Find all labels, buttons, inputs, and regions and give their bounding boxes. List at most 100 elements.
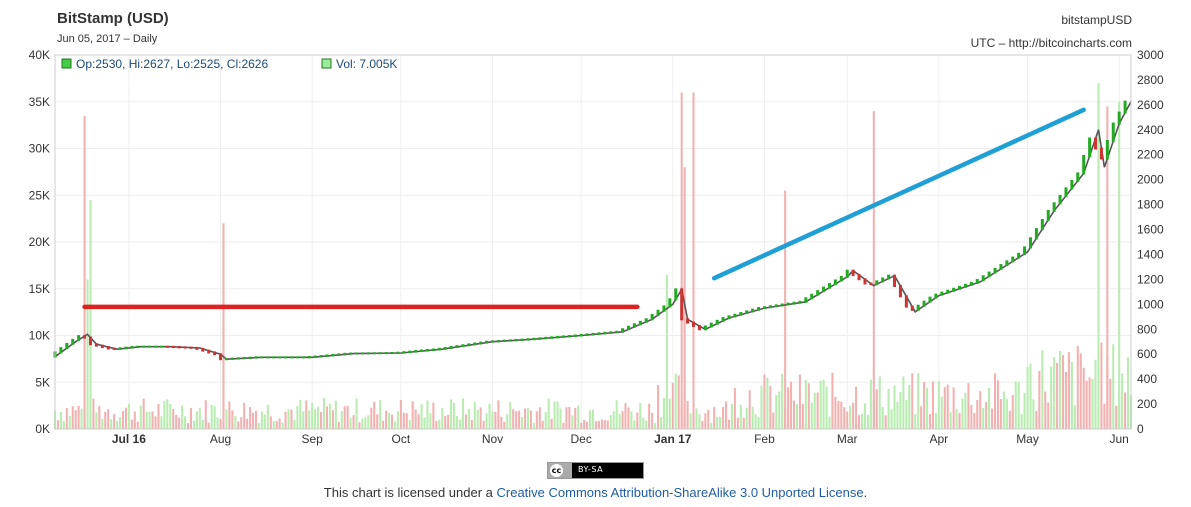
price-candle bbox=[550, 336, 554, 339]
volume-bar bbox=[881, 407, 884, 429]
volume-bar bbox=[192, 420, 195, 429]
price-candle bbox=[479, 341, 483, 345]
license-link[interactable]: Creative Commons Attribution-ShareAlike … bbox=[496, 485, 864, 500]
volume-bar bbox=[130, 419, 133, 429]
volume-bar bbox=[438, 419, 441, 429]
volume-bar bbox=[976, 400, 979, 429]
volume-bar bbox=[429, 413, 432, 429]
volume-legend-text: Vol: 7.005K bbox=[336, 57, 397, 71]
volume-bar bbox=[77, 405, 80, 429]
volume-bar bbox=[787, 387, 790, 429]
price-candle bbox=[963, 283, 967, 288]
chart-subtitle: Jun 05, 2017 – Daily bbox=[57, 33, 158, 45]
volume-bar bbox=[488, 403, 491, 429]
cc-license-badge[interactable]: cc BY-SA bbox=[547, 462, 644, 479]
volume-bar bbox=[618, 413, 621, 429]
left-tick-label: 0K bbox=[35, 422, 50, 436]
price-candle bbox=[804, 297, 808, 303]
price-candle bbox=[467, 343, 471, 347]
price-candle bbox=[207, 349, 211, 354]
price-candle bbox=[916, 304, 920, 311]
price-candle bbox=[59, 347, 63, 354]
volume-bar bbox=[473, 401, 476, 429]
volume-bar bbox=[219, 418, 222, 429]
price-volume-chart: 0K 5K 10K 15K 20K 25K 30K 35K 40K 0 200 400 600 800 10… bbox=[29, 48, 1164, 446]
volume-bar bbox=[840, 401, 843, 429]
volume-bar bbox=[571, 415, 574, 429]
volume-bar bbox=[908, 384, 911, 429]
x-tick-label: Dec bbox=[571, 432, 592, 446]
volume-bar bbox=[562, 422, 565, 429]
volume-bar bbox=[645, 420, 648, 429]
volume-bar bbox=[506, 414, 509, 429]
volume-bar bbox=[748, 390, 751, 429]
volume-bar bbox=[482, 420, 485, 429]
price-candle bbox=[449, 346, 453, 349]
price-candle bbox=[254, 356, 258, 359]
volume-bar bbox=[281, 422, 284, 429]
price-candle bbox=[124, 346, 128, 350]
volume-bar bbox=[334, 400, 337, 429]
volume-bar bbox=[630, 411, 633, 429]
volume-bar bbox=[1041, 350, 1044, 429]
volume-bar bbox=[113, 414, 116, 429]
volume-bar bbox=[686, 400, 689, 429]
volume-bar bbox=[819, 380, 822, 429]
volume-bar bbox=[461, 398, 464, 429]
right-tick-label: 200 bbox=[1137, 397, 1157, 411]
volume-bar bbox=[124, 407, 127, 429]
right-tick-label: 1400 bbox=[1137, 247, 1164, 261]
volume-bar bbox=[243, 402, 246, 429]
symbol-label: bitstampUSD bbox=[1061, 13, 1132, 27]
chart-legend: Op:2530, Hi:2627, Lo:2525, Cl:2626 Vol: … bbox=[61, 57, 397, 71]
price-candle bbox=[668, 298, 672, 308]
volume-bar bbox=[512, 409, 515, 429]
x-tick-label: Jan 17 bbox=[654, 432, 692, 446]
volume-bar bbox=[1091, 378, 1094, 429]
volume-bar bbox=[574, 407, 577, 429]
volume-bar bbox=[606, 420, 609, 429]
volume-bar bbox=[1079, 353, 1082, 429]
volume-bar bbox=[544, 412, 547, 429]
volume-bar bbox=[843, 407, 846, 429]
price-candle bbox=[514, 338, 518, 342]
price-candle bbox=[680, 288, 684, 321]
volume-spike-bar bbox=[665, 274, 668, 429]
volume-bar bbox=[373, 401, 376, 429]
volume-spike-bar bbox=[83, 115, 86, 430]
volume-bar bbox=[1061, 355, 1065, 429]
volume-bar bbox=[988, 388, 991, 429]
volume-bar bbox=[195, 411, 198, 429]
volume-bar bbox=[163, 401, 166, 429]
volume-bar bbox=[302, 411, 305, 429]
volume-bar bbox=[925, 387, 929, 429]
volume-bar bbox=[1011, 394, 1014, 429]
volume-bar bbox=[450, 399, 453, 429]
volume-bar bbox=[828, 416, 831, 429]
price-candle bbox=[863, 278, 867, 285]
volume-bar bbox=[982, 407, 985, 429]
volume-bar bbox=[1050, 366, 1053, 429]
price-candle bbox=[934, 293, 938, 299]
volume-bar bbox=[834, 396, 837, 429]
price-candle bbox=[71, 338, 75, 345]
volume-bar bbox=[521, 416, 524, 429]
volume-spike-bar bbox=[1106, 106, 1109, 430]
volume-bar bbox=[1044, 391, 1047, 429]
volume-bar bbox=[931, 381, 934, 429]
volume-bar bbox=[890, 409, 893, 429]
volume-bar bbox=[204, 400, 207, 429]
volume-bar bbox=[911, 373, 914, 429]
volume-bar bbox=[798, 374, 801, 429]
volume-bar bbox=[943, 387, 946, 429]
volume-bar bbox=[1067, 352, 1070, 429]
volume-bar bbox=[101, 418, 104, 429]
right-tick-label: 1600 bbox=[1137, 223, 1164, 237]
price-candle bbox=[1058, 194, 1062, 205]
volume-bar bbox=[246, 418, 249, 429]
chart-axes: 0K 5K 10K 15K 20K 25K 30K 35K 40K 0 200 400 600 800 10… bbox=[29, 48, 1164, 446]
volume-bar bbox=[778, 391, 781, 429]
x-tick-label: May bbox=[1016, 432, 1039, 446]
price-candle bbox=[307, 356, 311, 359]
volume-bar bbox=[296, 406, 299, 429]
